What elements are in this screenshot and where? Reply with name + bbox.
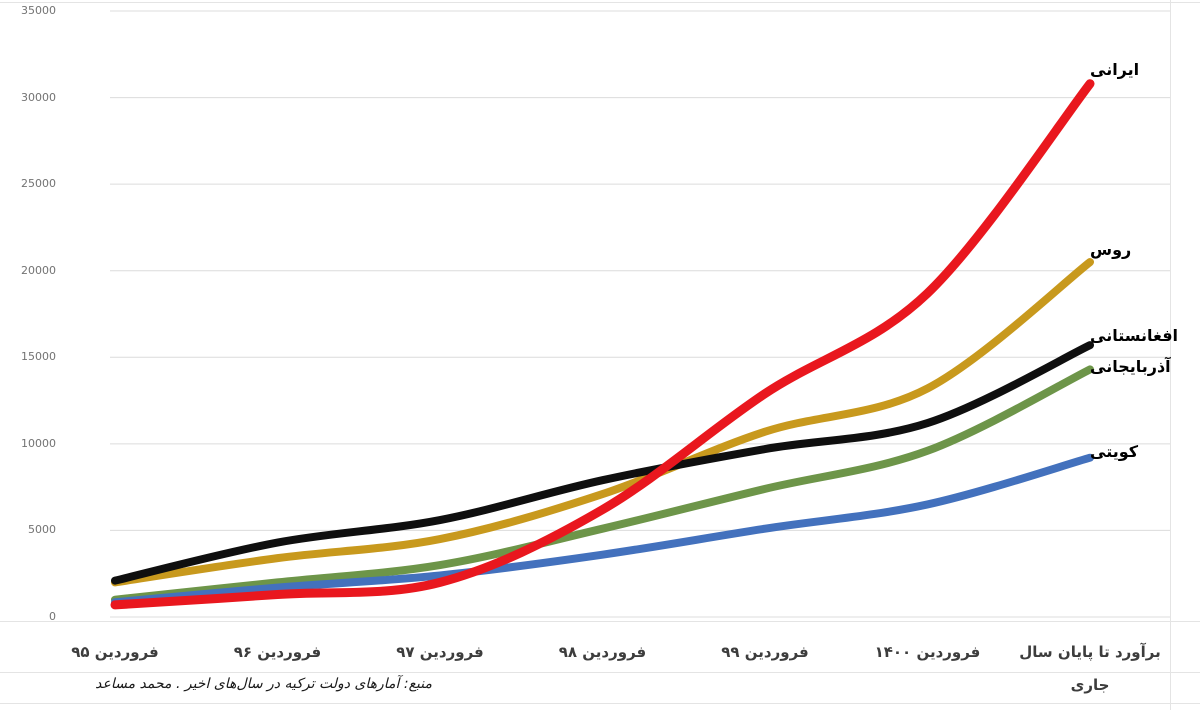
x-axis-label-5: فروردین ۹۹ [721,643,809,661]
series-line-azerbaijani [111,365,1094,604]
y-axis-tick-20000: 20000 [21,263,56,277]
series-label-kuwaiti: کویتی [1090,441,1139,461]
x-axis-label-4: فروردین ۹۸ [558,643,647,661]
y-axis-tick-5000: 5000 [28,523,56,537]
x-axis-label-2: فروردین ۹۶ [233,643,322,661]
y-axis-tick-35000: 35000 [21,4,56,17]
x-axis-label-7: برآورد تا پایان سال جاری [1019,643,1161,694]
x-axis-label-1: فروردین ۹۵ [71,643,159,661]
source-note: منبع: آمارهای دولت ترکیه در سال‌های اخیر… [95,676,432,692]
y-axis-tick-25000: 25000 [21,177,56,191]
y-axis-tick-0: 0 [49,610,56,623]
series-line-russian [111,258,1094,587]
series-label-iranian: ایرانی [1090,59,1140,79]
x-axis-label-3: فروردین ۹۷ [396,643,484,661]
series-label-russian: روس [1090,240,1132,260]
series-line-iranian [110,79,1095,610]
series-line-afghan [111,341,1094,585]
y-axis-tick-15000: 15000 [21,350,56,364]
series-label-azerbaijani: آذربایجانی [1090,357,1171,377]
series-label-afghan: افغانستانی [1090,326,1179,346]
series-line-kuwaiti [111,453,1094,607]
y-axis-tick-30000: 30000 [21,90,56,104]
y-axis-tick-10000: 10000 [21,436,56,450]
x-axis-label-6: فروردین ۱۴۰۰ [874,643,981,661]
